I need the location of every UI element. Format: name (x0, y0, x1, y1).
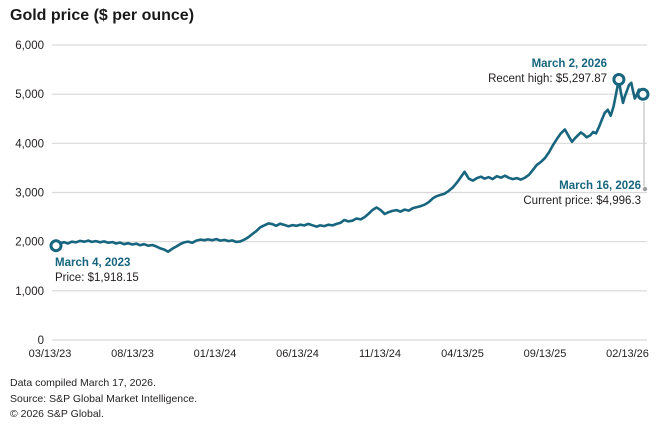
y-tick-label: 2,000 (15, 237, 44, 249)
annotation-start-price-value: Price: $1,918.15 (55, 271, 139, 284)
y-tick-label: 6,000 (15, 40, 44, 52)
marker-recent-high (612, 73, 626, 86)
annotation-current-price-date: March 16, 2026 (559, 180, 641, 192)
leader-dot (642, 186, 648, 192)
y-tick-label: 3,000 (15, 188, 44, 200)
annotation-recent-high-value: Recent high: $5,297.87 (488, 72, 607, 85)
footer: Data compiled March 17, 2026. Source: S&… (10, 376, 197, 423)
footer-compiled-line: Data compiled March 17, 2026. (10, 377, 156, 389)
x-tick-label: 06/13/24 (276, 348, 319, 360)
x-tick-label: 11/13/24 (359, 348, 401, 360)
x-tick-label: 03/13/23 (29, 348, 72, 360)
annotation-current-price: March 16, 2026 Current price: $4,996.3 (523, 179, 641, 208)
price-line (54, 78, 645, 253)
x-tick-label: 01/13/24 (194, 348, 237, 360)
x-tick-label: 04/13/25 (441, 348, 484, 360)
chart-title: Gold price ($ per ounce) (10, 7, 195, 24)
x-tick-label: 09/13/25 (524, 348, 567, 360)
y-tick-label: 0 (38, 335, 44, 347)
y-tick-label: 5,000 (15, 89, 44, 101)
annotation-recent-high-date: March 2, 2026 (531, 58, 607, 70)
y-tick-label: 4,000 (15, 138, 44, 150)
footer-source-line: Source: S&P Global Market Intelligence. (10, 392, 198, 405)
x-tick-label: 08/13/23 (111, 348, 154, 360)
y-tick-label: 1,000 (15, 286, 44, 298)
annotation-recent-high: March 2, 2026 Recent high: $5,297.87 (488, 57, 607, 86)
footer-copyright-line: © 2026 S&P Global. (10, 408, 104, 420)
annotation-current-price-value: Current price: $4,996.3 (523, 194, 641, 207)
marker-current (636, 87, 650, 101)
annotation-start-price: March 4, 2023 Price: $1,918.15 (55, 256, 139, 285)
marker-start (49, 239, 63, 253)
annotation-start-price-date: March 4, 2023 (55, 257, 131, 269)
x-tick-label: 02/13/26 (606, 348, 649, 360)
